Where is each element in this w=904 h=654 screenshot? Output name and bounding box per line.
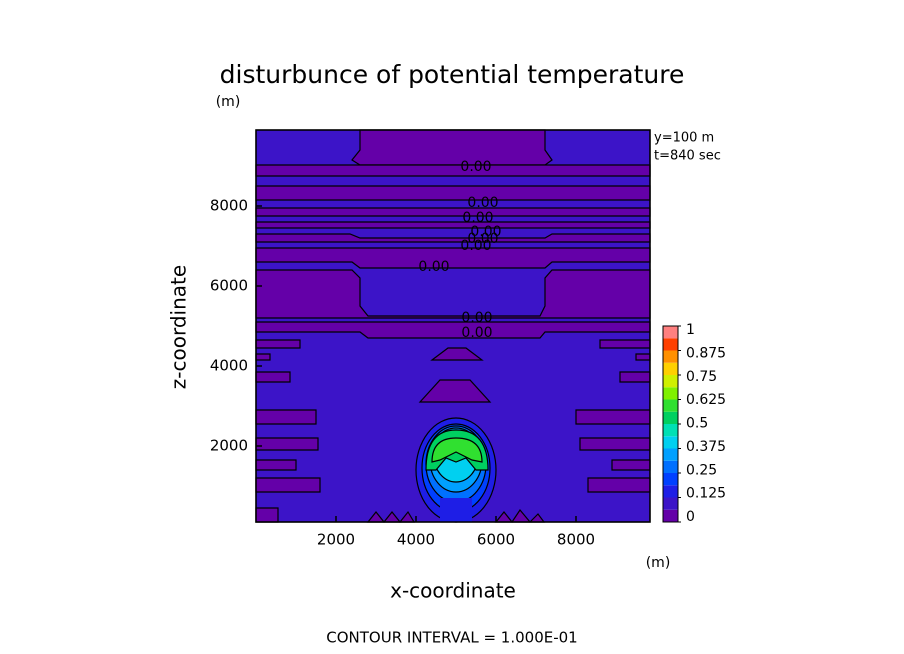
- contour-label: 0.00: [461, 310, 492, 326]
- y-tick-label: 4000: [210, 357, 248, 375]
- colorbar-label: 0.125: [686, 486, 726, 502]
- colorbar-band: [663, 448, 678, 461]
- contour-label: 0.00: [418, 259, 449, 275]
- colorbar-label: 0.625: [686, 392, 726, 408]
- contour-label: 0.00: [460, 238, 491, 254]
- contour-field: [255, 129, 651, 524]
- colorbar-band: [663, 350, 678, 363]
- colorbar-label: 0.25: [686, 462, 717, 478]
- colorbar-label: 1: [686, 322, 695, 338]
- colorbar-band: [663, 424, 678, 437]
- colorbar-band: [663, 375, 678, 388]
- colorbar-band: [663, 436, 678, 449]
- x-unit: (m): [646, 555, 671, 571]
- contour-label: 0.00: [461, 325, 492, 341]
- x-tick-label: 2000: [317, 531, 355, 549]
- annotation: t=840 sec: [654, 149, 721, 164]
- colorbar-band: [663, 473, 678, 486]
- colorbar-band: [663, 387, 678, 400]
- x-tick-label: 6000: [477, 531, 515, 549]
- colorbar-label: 0.75: [686, 369, 717, 385]
- y-tick-label: 6000: [210, 277, 248, 295]
- footer: CONTOUR INTERVAL = 1.000E-01: [326, 629, 577, 647]
- colorbar-label: 0.875: [686, 345, 726, 361]
- colorbar-label: 0: [686, 509, 695, 525]
- y-axis-title: z-coordinate: [167, 265, 191, 389]
- colorbar-band: [663, 497, 678, 510]
- contour-label: 0.00: [467, 231, 498, 247]
- x-tick-label: 4000: [397, 531, 435, 549]
- colorbar-band: [663, 326, 678, 339]
- colorbar-label: 0.5: [686, 416, 708, 432]
- contour-label: 0.00: [462, 210, 493, 226]
- y-tick-label: 2000: [210, 437, 248, 455]
- contour-label: 0.00: [470, 224, 501, 240]
- annotation: y=100 m: [654, 131, 714, 146]
- contour-label: 0.00: [467, 195, 498, 211]
- colorbar-band: [663, 362, 678, 375]
- x-axis-title: x-coordinate: [390, 579, 516, 603]
- y-tick-label: 8000: [210, 197, 248, 215]
- colorbar-band: [663, 399, 678, 412]
- colorbar-band: [663, 338, 678, 351]
- x-tick-label: 8000: [557, 531, 595, 549]
- chart-title: disturbunce of potential temperature: [220, 60, 685, 89]
- colorbar-label: 0.375: [686, 439, 726, 455]
- contour-label: 0.00: [460, 159, 491, 175]
- colorbar-band: [663, 485, 678, 498]
- plot-frame: [255, 129, 651, 523]
- y-unit: (m): [216, 94, 241, 110]
- colorbar-band: [663, 411, 678, 424]
- colorbar-band: [663, 509, 678, 522]
- colorbar-band: [663, 460, 678, 473]
